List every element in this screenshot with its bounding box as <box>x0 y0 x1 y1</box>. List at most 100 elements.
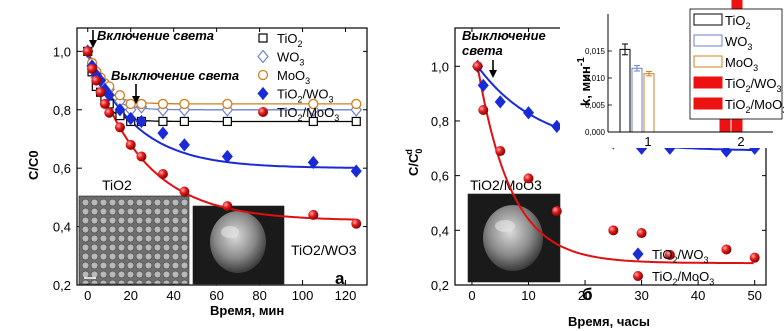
panel-b-point-tio2-wo3 <box>720 144 732 158</box>
panel-a-point-moo3 <box>125 98 136 110</box>
panel-a-point-tio2 <box>179 116 190 127</box>
panel-a-point-moo3 <box>179 98 190 110</box>
sem-image-tio2-moo3 <box>467 193 561 283</box>
panel-a-y-tick-label: 0,2 <box>53 278 71 293</box>
panel-a-point-moo3 <box>308 98 319 110</box>
panel-a-annotation-light-off <box>132 84 140 104</box>
inset-bar-wo3 <box>631 67 643 133</box>
panel-a-legend-label-tio2-wo3: TiO2/WO3 <box>277 87 334 105</box>
panel-a-x-tick-label: 100 <box>292 288 314 303</box>
panel-a-point-tio2-wo3 <box>157 126 169 140</box>
panel-a-point-tio2-wo3 <box>135 114 147 129</box>
panel-b-point-tio2-moo3 <box>664 249 675 260</box>
panel-b-point-tio2-wo3 <box>522 106 535 120</box>
panel-b-x-tick-label: 40 <box>691 288 705 303</box>
panel-a-plot <box>81 44 363 229</box>
panel-a-ticks: 0 20 40 60 80 100 120 0,2 0,4 0,6 0,8 1,0 <box>53 28 367 303</box>
panel-a-point-moo3 <box>136 98 147 110</box>
panel-b-annotation-light-off <box>489 60 497 78</box>
panel-b-y-tick-label: 0,2 <box>431 278 449 293</box>
panel-b-x-tick-label: 30 <box>634 288 648 303</box>
panel-a-point-moo3 <box>157 98 169 110</box>
panel-b-point-tio2-moo3 <box>551 206 562 217</box>
inset-bar-tio2 <box>619 48 631 133</box>
panel-b-y-axis-label: C/C0d <box>404 149 424 176</box>
panel-a-legend-marker-moo3 <box>257 69 269 81</box>
inset-legend: TiO2 WO3 MoO3 TiO2/WO3 TiO2/MoO3 <box>689 8 784 120</box>
panel-a-point-tio2-moo3 <box>104 107 115 118</box>
panel-b-letter: б <box>582 285 593 304</box>
panel-b-legend-marker-tio2-wo3 <box>632 247 644 261</box>
panel-a-legend-label-moo3: MoO3 <box>277 68 310 86</box>
panel-a-image-label-tio2: TiO2 <box>102 177 132 193</box>
panel-b-y-tick-label: 0,8 <box>431 114 449 129</box>
inset-legend-label-moo3: MoO3 <box>725 55 758 73</box>
panel-b-legend-label-tio2-wo3: TiO2/WO3 <box>652 247 709 265</box>
panel-a-point-tio2-wo3 <box>350 164 362 178</box>
inset-y-tick-label: 0,015 <box>585 47 606 56</box>
panel-a-legend-label-tio2-moo3: TiO2/MoO3 <box>277 105 339 123</box>
panel-b-point-tio2-moo3 <box>608 225 619 236</box>
panel-a-legend-marker-wo3 <box>257 49 269 64</box>
panel-b-annotation-line-1: Выключение <box>462 28 546 43</box>
panel-a-x-tick-label: 40 <box>166 288 180 303</box>
panel-b-x-tick-label: 20 <box>578 288 592 303</box>
panel-a-point-tio2 <box>222 116 232 127</box>
inset-legend-label-tio2: TiO2 <box>725 13 750 31</box>
panel-a-y-axis-label: C/C0 <box>26 150 41 180</box>
panel-b-point-tio2-moo3 <box>636 228 647 239</box>
inset-legend-swatch-wo3 <box>693 34 723 47</box>
panel-a-image-label-tio2-wo3: TiO2/WO3 <box>291 242 357 258</box>
inset-legend-swatch-moo3 <box>693 55 723 68</box>
panel-a-point-tio2-moo3 <box>125 139 136 150</box>
panel-a-frame <box>76 27 368 286</box>
panel-a-legend-marker-tio2 <box>258 33 268 43</box>
panel-a-x-tick-label: 0 <box>84 288 91 303</box>
inset-bar-moo3 <box>643 73 655 133</box>
panel-a-point-tio2-moo3 <box>82 46 93 57</box>
sem-image-tio2-wo3 <box>192 205 285 285</box>
panel-b-legend-label-tio2-moo3: TiO2/MoO3 <box>652 269 714 287</box>
panel-a-y-tick-label: 0,4 <box>53 220 71 235</box>
panel-a-annotation-light-off-text: Выключение света <box>111 68 239 83</box>
panel-b-y-tick-label: 0,6 <box>431 169 449 184</box>
inset-bar-chart: 0,000 0,005 0,010 0,015 1 2 k, мин-1 TiO2 WO3 MoO… <box>560 0 784 149</box>
panel-b-image-label-tio2-moo3: TiO2/MoO3 <box>470 177 542 193</box>
panel-a-point-tio2-moo3 <box>91 75 102 86</box>
panel-a-point-tio2-wo3 <box>114 103 126 117</box>
panel-b-legend: TiO2/WO3 TiO2/MoO3 <box>632 247 714 287</box>
inset-legend-swatch-tio2-wo3 <box>693 76 723 89</box>
panel-b-fit-line-tio2-moo3 <box>476 66 754 265</box>
panel-a-point-moo3 <box>222 98 233 110</box>
panel-a-point-tio2 <box>158 116 168 127</box>
inset-legend-label-tio2-wo3: TiO2/WO3 <box>725 76 782 94</box>
inset-legend-label-wo3: WO3 <box>725 34 752 52</box>
panel-a-y-tick-label: 1,0 <box>53 44 71 59</box>
panel-a-point-tio2-moo3 <box>157 169 168 180</box>
panel-a-x-tick-label: 20 <box>123 288 137 303</box>
panel-a-point-moo3 <box>351 98 362 110</box>
panel-a-point-moo3 <box>114 90 126 101</box>
panel-a-x-tick-label: 120 <box>335 288 357 303</box>
inset-x-tick-label: 2 <box>737 134 744 149</box>
panel-b-point-tio2-moo3 <box>472 61 483 72</box>
panel-a-point-tio2-moo3 <box>136 151 147 162</box>
panel-b-y-tick-label: 1,0 <box>431 59 449 74</box>
inset-y-tick-label: 0,010 <box>585 74 606 83</box>
panel-b-point-tio2-moo3 <box>523 173 534 184</box>
panel-b-legend-marker-tio2-moo3 <box>633 271 643 281</box>
panel-a-point-tio2-wo3 <box>221 149 233 164</box>
panel-a-point-tio2-moo3 <box>222 201 233 212</box>
panel-b-point-tio2-moo3 <box>749 252 760 263</box>
panel-a-point-tio2-wo3 <box>307 155 319 169</box>
panel-a-annotation-light-on-text: Включение света <box>97 28 214 43</box>
panel-a-legend-marker-tio2-wo3 <box>257 86 269 101</box>
panel-b-x-tick-label: 50 <box>747 288 761 303</box>
panel-a-x-tick-label: 60 <box>209 288 223 303</box>
inset-legend-swatch-tio2-moo3 <box>693 97 723 110</box>
panel-a-point-tio2-moo3 <box>99 98 110 109</box>
inset-y-tick-label: 0,000 <box>585 128 606 137</box>
panel-b-y-tick-label: 0,4 <box>431 223 449 238</box>
